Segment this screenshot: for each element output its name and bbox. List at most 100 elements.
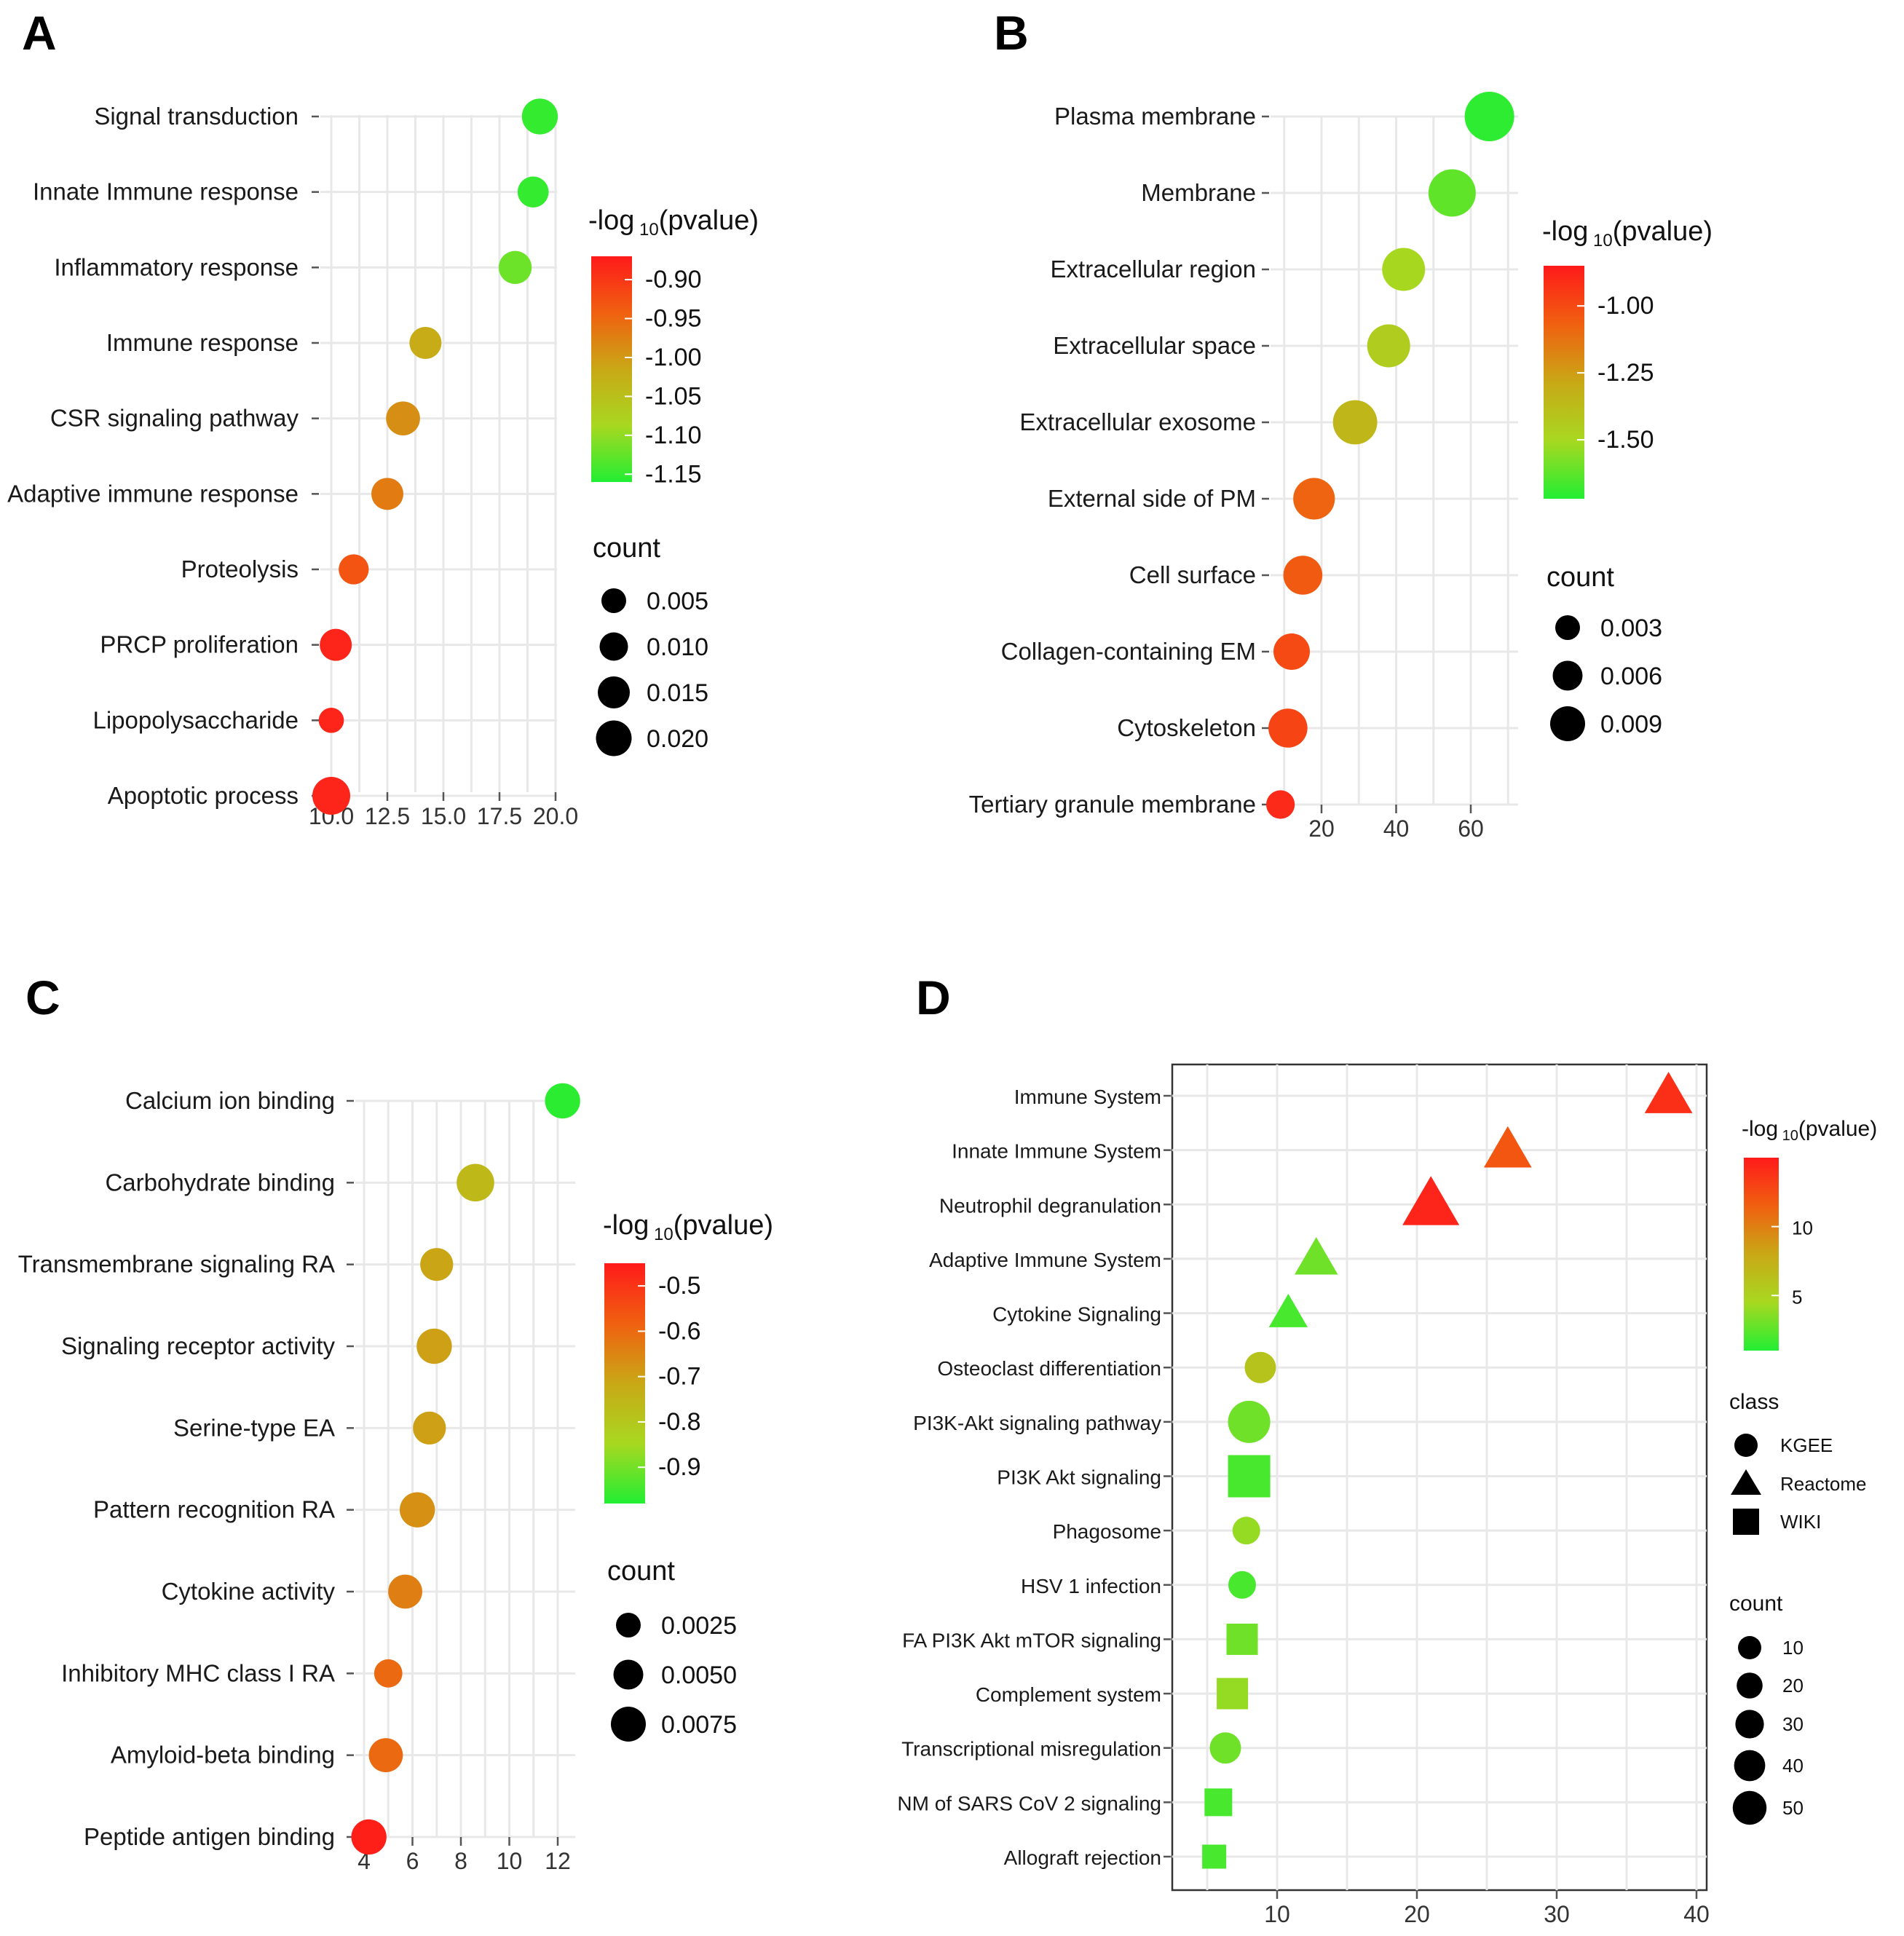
size-legend-label: 0.0050: [661, 1662, 737, 1689]
size-legend-title: count: [1546, 562, 1614, 593]
y-label-hsv-1-infection: HSV 1 infection: [1021, 1575, 1161, 1597]
y-label-osteoclast-differentiation: Osteoclast differentiation: [937, 1357, 1161, 1380]
point-complement-system: [1217, 1678, 1249, 1710]
y-label-pi3k-akt-signaling-pathway: PI3K-Akt signaling pathway: [913, 1412, 1161, 1434]
colorbar-tick-label: -0.8: [658, 1408, 701, 1436]
point-signal-transduction: [521, 98, 558, 135]
class-legend-key-wiki: [1733, 1509, 1759, 1535]
y-label-tertiary-granule-membrane: Tertiary granule membrane: [969, 791, 1256, 818]
point-plasma-membrane: [1464, 92, 1514, 141]
size-legend-label: 0.009: [1600, 711, 1662, 738]
point-external-side-of-pm: [1293, 478, 1335, 520]
colorbar-title: -log 10(pvalue): [1742, 1117, 1877, 1144]
y-label-apoptotic-process: Apoptotic process: [108, 782, 299, 809]
colorbar-title: -log 10(pvalue): [1542, 216, 1713, 250]
point-extracellular-exosome: [1332, 400, 1378, 445]
size-legend-label: 0.020: [647, 725, 708, 753]
size-legend-title: count: [607, 1556, 675, 1587]
point-extracellular-region: [1382, 248, 1426, 291]
point-extracellular-space: [1367, 324, 1410, 368]
class-legend-label: WIKI: [1780, 1511, 1821, 1533]
size-legend-label: 0.006: [1600, 663, 1662, 690]
panel-label-c: C: [25, 971, 60, 1024]
size-legend-label: 30: [1782, 1713, 1804, 1735]
point-neutrophil-degranulation: [1402, 1176, 1460, 1225]
y-label-peptide-antigen-binding: Peptide antigen binding: [84, 1823, 335, 1850]
x-tick-label: 20: [1308, 815, 1335, 842]
x-tick-label: 15.0: [421, 803, 466, 829]
point-innate-immune-system: [1483, 1126, 1532, 1168]
y-label-signaling-receptor-activity: Signaling receptor activity: [61, 1332, 336, 1359]
point-pattern-recognition-ra: [399, 1492, 435, 1528]
x-tick-label: 6: [406, 1848, 419, 1874]
y-label-complement-system: Complement system: [976, 1683, 1161, 1706]
panel-label-d: D: [916, 971, 951, 1024]
size-legend-label: 0.0025: [661, 1612, 737, 1640]
class-legend-title: class: [1729, 1390, 1779, 1414]
size-legend-label: 10: [1782, 1637, 1804, 1659]
size-legend-key: [613, 1659, 644, 1690]
y-label-immune-system: Immune System: [1014, 1086, 1161, 1108]
point-carbohydrate-binding: [457, 1163, 494, 1202]
x-tick-label: 40: [1683, 1901, 1710, 1927]
y-label-allograft-rejection: Allograft rejection: [1004, 1846, 1161, 1869]
colorbar-tick-label: -1.15: [645, 460, 702, 488]
y-label-immune-response: Immune response: [106, 329, 299, 356]
x-tick-label: 12: [545, 1848, 571, 1874]
point-csr-signaling-pathway: [386, 401, 420, 436]
point-apoptotic-process: [312, 777, 350, 815]
x-tick-label: 10: [497, 1848, 523, 1874]
y-label-membrane: Membrane: [1141, 179, 1256, 206]
size-legend-key: [1550, 706, 1585, 741]
size-legend-label: 40: [1782, 1755, 1804, 1777]
class-legend-label: Reactome: [1780, 1473, 1867, 1495]
y-label-pattern-recognition-ra: Pattern recognition RA: [93, 1496, 335, 1523]
y-label-signal-transduction: Signal transduction: [94, 103, 299, 130]
point-prcp-proliferation: [320, 628, 352, 661]
y-label-collagen-containing-em: Collagen-containing EM: [1001, 638, 1256, 665]
size-legend-label: 0.005: [647, 588, 708, 615]
dot-plot-panel-b: Plasma membrane Membrane Extracellular reg…: [969, 92, 1713, 842]
size-legend-key: [611, 1707, 646, 1742]
dot-plot-panel-c: Calcium ion binding Carbohydrate binding T…: [18, 1083, 773, 1874]
point-phagosome: [1232, 1517, 1260, 1545]
size-legend-key: [599, 632, 628, 661]
point-cytoskeleton: [1268, 708, 1308, 748]
x-tick-label: 20: [1404, 1901, 1430, 1927]
x-tick-label: 40: [1383, 815, 1410, 842]
colorbar: [591, 256, 632, 482]
y-label-prcp-proliferation: PRCP proliferation: [100, 631, 299, 658]
point-inhibitory-mhc-class-i-ra: [374, 1659, 403, 1688]
colorbar-tick-label: -1.50: [1597, 426, 1654, 454]
x-tick-label: 30: [1544, 1901, 1570, 1927]
panel-label-a: A: [22, 6, 57, 60]
point-peptide-antigen-binding: [351, 1819, 387, 1855]
y-label-inhibitory-mhc-class-i-ra: Inhibitory MHC class I RA: [61, 1659, 335, 1686]
point-nm-of-sars-cov-2-signaling: [1204, 1788, 1233, 1817]
size-legend-key: [1732, 1790, 1767, 1825]
colorbar: [1544, 266, 1584, 499]
colorbar-tick-label: -1.00: [1597, 292, 1654, 320]
size-legend-label: 0.0075: [661, 1711, 737, 1739]
colorbar-tick-label: -0.5: [658, 1272, 701, 1300]
point-transmembrane-signaling-ra: [420, 1248, 454, 1281]
y-label-extracellular-region: Extracellular region: [1051, 256, 1256, 283]
size-legend-key: [1735, 1710, 1764, 1739]
size-legend-label: 0.003: [1600, 615, 1662, 642]
point-immune-response: [409, 327, 442, 359]
point-calcium-ion-binding: [545, 1083, 580, 1119]
panel-label-b: B: [994, 6, 1029, 60]
x-tick-label: 10: [1264, 1901, 1290, 1927]
y-label-amyloid-beta-binding: Amyloid-beta binding: [111, 1742, 335, 1769]
size-legend-key: [596, 720, 632, 756]
point-allograft-rejection: [1202, 1844, 1227, 1869]
size-legend-key: [1738, 1636, 1761, 1659]
size-legend-key: [1737, 1672, 1763, 1699]
point-hsv-1-infection: [1228, 1570, 1256, 1599]
y-label-transmembrane-signaling-ra: Transmembrane signaling RA: [18, 1251, 335, 1278]
point-cytokine-signaling: [1268, 1293, 1308, 1327]
point-transcriptional-misregulation: [1209, 1732, 1241, 1764]
colorbar: [604, 1263, 645, 1504]
y-label-fa-pi3k-akt-mtor-signaling: FA PI3K Akt mTOR signaling: [902, 1629, 1161, 1651]
y-label-adaptive-immune-response: Adaptive immune response: [7, 480, 299, 507]
